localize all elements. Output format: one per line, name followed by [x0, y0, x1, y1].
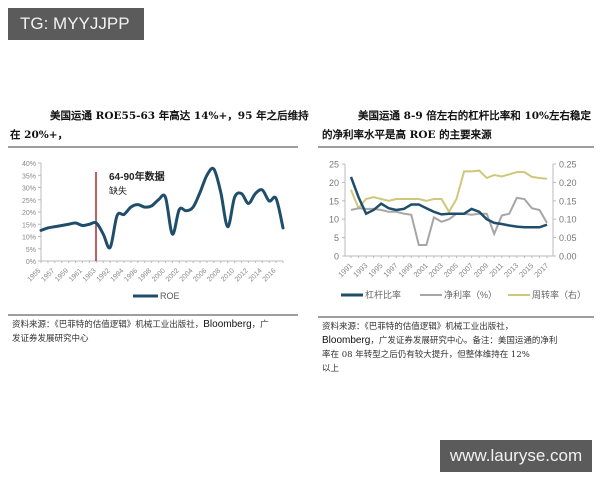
turnover-series-line — [350, 169, 548, 214]
svg-text:2003: 2003 — [427, 261, 445, 279]
right-x-axis: 1991199319951997199920012003200520072009… — [336, 255, 553, 279]
svg-text:0.00: 0.00 — [559, 252, 577, 262]
gap-annotation-line1: 64-90年数据 — [109, 170, 165, 183]
left-x-axis: 1955195719591961196319921994199619982000… — [26, 260, 284, 283]
right-source-line3: 率在 08 年转型之后仍有较大提升，但整体维持在 12% — [322, 350, 530, 360]
net-margin-series-line — [350, 196, 548, 246]
right-source-divider — [318, 316, 594, 318]
right-source-note: 资料来源：《巴菲特的估值逻辑》机械工业出版社， Bloomberg，广发证券发展… — [322, 320, 594, 376]
svg-text:2000: 2000 — [151, 267, 167, 283]
svg-text:1959: 1959 — [54, 267, 70, 283]
svg-text:0.10: 0.10 — [559, 215, 577, 225]
svg-text:1995: 1995 — [366, 261, 384, 279]
bottom-url-badge: www.lauryse.com — [440, 440, 592, 472]
svg-text:10: 10 — [329, 215, 339, 225]
svg-text:1997: 1997 — [381, 261, 399, 279]
right-title-divider — [318, 146, 594, 148]
svg-text:1957: 1957 — [40, 267, 56, 283]
svg-text:2017: 2017 — [532, 261, 550, 279]
svg-text:1999: 1999 — [397, 261, 415, 279]
svg-text:2002: 2002 — [165, 267, 181, 283]
svg-text:5%: 5% — [26, 247, 36, 254]
svg-text:35%: 35% — [22, 173, 36, 180]
svg-text:25%: 25% — [22, 198, 36, 205]
legend-label-0: 杠杆比率 — [365, 289, 401, 300]
left-source-tail: ，广 — [251, 320, 269, 330]
svg-text:1998: 1998 — [137, 267, 153, 283]
roe-series-line — [39, 166, 285, 250]
right-chart-title-line2: 的净利率水平是高 ROE 的主要来源 — [322, 129, 492, 141]
svg-text:1996: 1996 — [123, 267, 139, 283]
svg-text:15: 15 — [329, 196, 339, 206]
top-watermark-badge: TG: MYYJJPP — [8, 8, 144, 40]
left-roe-chart: 0%5%10%15%20%25%30%35%40% 19551957195919… — [22, 161, 285, 300]
right-source-line2: ，广发证券发展研究中心。备注：美国运通的净利 — [370, 336, 558, 346]
right-left-y-axis: 0 5 10 15 20 25 — [329, 160, 346, 262]
right-right-y-axis: 0.00 0.05 0.10 0.15 0.20 0.25 — [552, 160, 577, 262]
left-source-divider — [8, 314, 298, 316]
svg-text:0.05: 0.05 — [559, 233, 577, 243]
left-source-note: 资料来源：《巴菲特的估值逻辑》机械工业出版社，Bloomberg，广 发证券发展… — [12, 318, 297, 346]
svg-text:2012: 2012 — [234, 267, 250, 283]
gap-annotation-line2: 缺失 — [109, 185, 127, 196]
svg-text:2009: 2009 — [472, 261, 490, 279]
svg-text:5: 5 — [334, 233, 339, 243]
right-source-brand: Bloomberg — [322, 335, 371, 346]
left-source-brand: Bloomberg — [203, 319, 252, 330]
leverage-series-line — [349, 176, 548, 229]
svg-text:1992: 1992 — [96, 267, 112, 283]
right-chart-title-line1: 美国运通 8-9 倍左右的杠杆比率和 10%左右稳定 — [358, 110, 592, 122]
legend-label-2: 周转率（右） — [532, 289, 586, 300]
svg-text:0.20: 0.20 — [559, 178, 577, 188]
svg-text:2013: 2013 — [502, 261, 520, 279]
left-y-axis: 0% 5% 10% 15% 20% 25% 30% 35% 40% — [22, 161, 42, 266]
svg-text:25: 25 — [329, 160, 339, 170]
svg-text:2006: 2006 — [192, 267, 208, 283]
svg-text:1961: 1961 — [68, 267, 84, 283]
svg-text:0: 0 — [334, 252, 339, 262]
svg-text:20: 20 — [329, 178, 339, 188]
left-chart-title-line2: 在 20%+， — [10, 129, 69, 141]
right-source-line4: 以上 — [322, 364, 340, 374]
left-source-line2: 发证券发展研究中心 — [12, 334, 89, 344]
left-title-divider — [8, 146, 298, 148]
svg-text:2008: 2008 — [206, 267, 222, 283]
svg-text:2004: 2004 — [179, 267, 195, 283]
svg-text:1991: 1991 — [336, 261, 354, 279]
svg-text:2014: 2014 — [248, 267, 264, 283]
svg-text:2007: 2007 — [457, 261, 475, 279]
left-source-text: 资料来源：《巴菲特的估值逻辑》机械工业出版社， — [12, 320, 204, 330]
svg-text:0.25: 0.25 — [559, 160, 577, 170]
svg-text:2005: 2005 — [442, 261, 460, 279]
left-chart-title-line1: 美国运通 ROE55-63 年高达 14%+，95 年之后维持 — [50, 110, 309, 122]
svg-text:2001: 2001 — [412, 261, 430, 279]
legend-label-1: 净利率（%） — [444, 289, 497, 300]
svg-text:2011: 2011 — [487, 261, 505, 279]
svg-text:10%: 10% — [22, 235, 36, 242]
svg-text:15%: 15% — [22, 222, 36, 229]
right-leverage-chart: 0 5 10 15 20 25 0.00 0.05 0.10 0.15 0.20 0.25 1991… — [329, 160, 586, 301]
right-chart-legend: 杠杆比率 净利率（%） 周转率（右） — [341, 289, 586, 300]
svg-text:20%: 20% — [22, 210, 36, 217]
right-source-line1: 资料来源：《巴菲特的估值逻辑》机械工业出版社， — [322, 322, 514, 332]
svg-text:1955: 1955 — [26, 267, 42, 283]
svg-text:2015: 2015 — [517, 261, 535, 279]
svg-text:40%: 40% — [22, 161, 36, 168]
svg-text:1993: 1993 — [351, 261, 369, 279]
svg-text:2010: 2010 — [220, 267, 236, 283]
svg-text:0.15: 0.15 — [559, 196, 577, 206]
svg-text:1994: 1994 — [109, 267, 125, 283]
svg-text:30%: 30% — [22, 186, 36, 193]
svg-text:2016: 2016 — [262, 267, 278, 283]
svg-text:1963: 1963 — [82, 267, 98, 283]
svg-text:0%: 0% — [26, 259, 36, 266]
legend-roe-label: ROE — [160, 291, 180, 300]
